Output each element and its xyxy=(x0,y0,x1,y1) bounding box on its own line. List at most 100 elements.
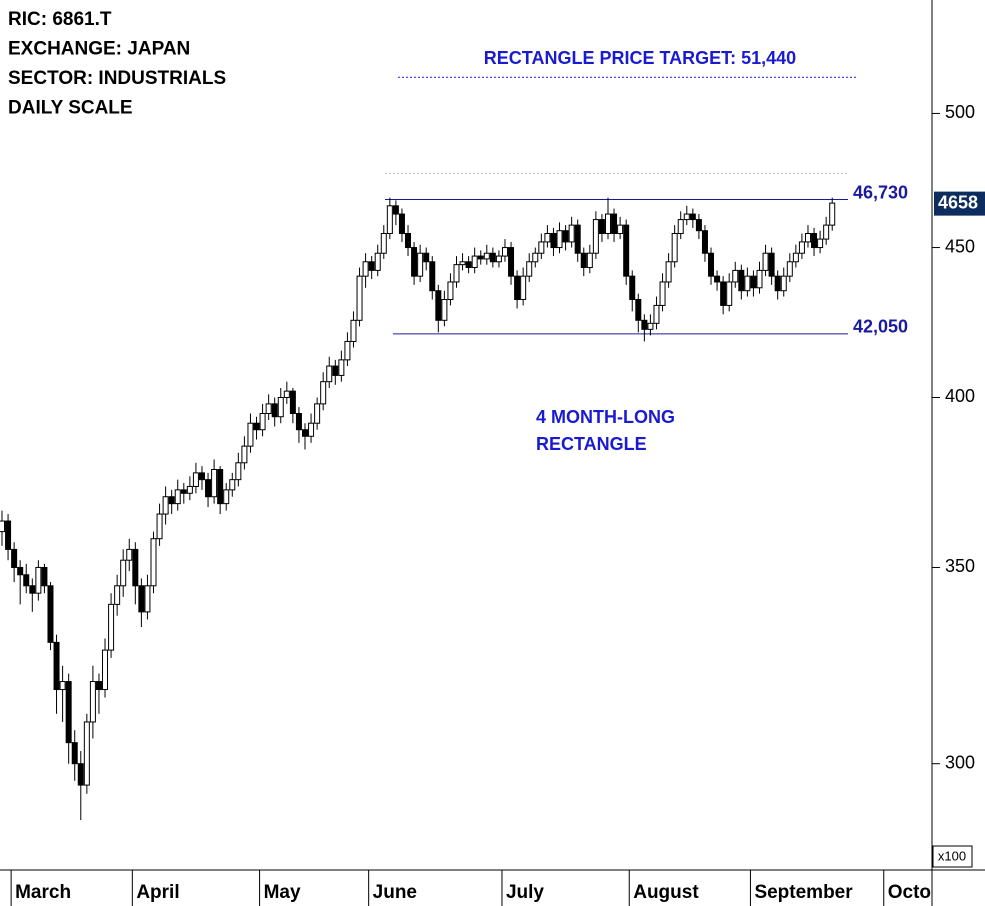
candle-body xyxy=(768,252,775,277)
candle-body xyxy=(508,247,515,277)
candle-body xyxy=(314,403,321,424)
candle-body xyxy=(174,489,181,505)
candle-body xyxy=(29,585,36,594)
candle-body xyxy=(362,261,369,277)
candle-body xyxy=(671,232,678,263)
candle-body xyxy=(23,574,30,587)
candle-body xyxy=(398,213,405,234)
candle-body xyxy=(65,681,72,744)
candle-body xyxy=(459,261,466,266)
candle-body xyxy=(611,213,618,234)
x-tick-label: May xyxy=(264,882,301,903)
candle-body xyxy=(71,742,78,765)
candle-body xyxy=(332,365,339,376)
candle-body xyxy=(623,224,630,277)
candle-body xyxy=(804,232,811,243)
candle-body xyxy=(217,469,224,505)
candle-body xyxy=(326,365,333,383)
candle-body xyxy=(750,275,757,289)
info-line: EXCHANGE: JAPAN xyxy=(8,39,190,60)
candle-body xyxy=(429,261,436,292)
x-tick-label: June xyxy=(373,882,417,903)
candle-body xyxy=(817,238,824,249)
candle-body xyxy=(629,275,636,301)
candle-body xyxy=(471,255,478,269)
candle-body xyxy=(714,275,721,283)
candle-body xyxy=(95,681,102,691)
candle-body xyxy=(241,445,248,464)
candle-body xyxy=(514,275,521,301)
candle-body xyxy=(435,290,442,321)
candle-body xyxy=(235,462,242,481)
candle-body xyxy=(580,252,587,269)
candle-body xyxy=(798,241,805,254)
y-tick-label: 300 xyxy=(945,752,975,772)
candle-body xyxy=(501,247,508,257)
candle-body xyxy=(556,230,563,249)
x-tick-label: July xyxy=(506,882,544,903)
candle-body xyxy=(689,213,696,221)
candle-body xyxy=(538,241,545,254)
info-line: RIC: 6861.T xyxy=(8,9,112,30)
candle-body xyxy=(592,219,599,254)
level-label: 46,730 xyxy=(853,182,908,202)
candle-body xyxy=(47,585,54,643)
candle-body xyxy=(423,252,430,263)
candle-body xyxy=(186,485,193,494)
candle-body xyxy=(162,496,169,515)
candle-body xyxy=(417,252,424,277)
candle-body xyxy=(271,403,278,418)
candle-body xyxy=(726,281,733,306)
candle-body xyxy=(483,252,490,260)
info-line: DAILY SCALE xyxy=(8,98,133,119)
candle-body xyxy=(211,469,218,498)
x-tick-label: August xyxy=(633,882,699,903)
candle-body xyxy=(811,232,818,249)
candle-body xyxy=(744,275,751,292)
candle-body xyxy=(308,422,315,437)
candle-body xyxy=(120,559,127,587)
candle-body xyxy=(756,269,763,289)
candle-body xyxy=(41,566,48,587)
candle-body xyxy=(59,681,66,691)
candle-body xyxy=(356,275,363,321)
candle-body xyxy=(635,299,642,321)
candle-body xyxy=(374,252,381,271)
candle-body xyxy=(247,422,254,447)
candle-body xyxy=(598,219,605,234)
candle-body xyxy=(77,763,84,786)
candle-body xyxy=(732,269,739,283)
candle-body xyxy=(653,304,660,324)
candle-body xyxy=(380,232,387,254)
candle-body xyxy=(283,390,290,398)
candle-body xyxy=(762,252,769,271)
annotation: 4 MONTH-LONG xyxy=(536,407,675,427)
candle-body xyxy=(168,496,175,505)
candle-body xyxy=(156,513,163,540)
candle-body xyxy=(562,230,569,243)
candle-body xyxy=(368,261,375,271)
unit-label: x100 xyxy=(938,848,966,863)
candle-body xyxy=(495,255,502,263)
candle-body xyxy=(405,232,412,249)
candle-body xyxy=(192,472,199,487)
candle-body xyxy=(259,413,266,431)
candle-body xyxy=(344,340,351,361)
last-price-box xyxy=(934,191,985,216)
candle-body xyxy=(701,230,708,254)
candle-body xyxy=(520,275,527,301)
candle-body xyxy=(205,479,212,498)
candle-body xyxy=(665,261,672,283)
candle-body xyxy=(617,224,624,234)
candle-body xyxy=(441,299,448,321)
last-price-label: 4658 xyxy=(938,192,978,212)
info-line: SECTOR: INDUSTRIALS xyxy=(8,68,226,89)
candle-body xyxy=(198,472,205,481)
candle-body xyxy=(126,548,133,561)
x-tick-label: March xyxy=(15,882,71,903)
y-tick-label: 400 xyxy=(945,386,975,406)
y-tick-label: 500 xyxy=(945,102,975,122)
candle-body xyxy=(180,489,187,494)
candle-body xyxy=(550,232,557,249)
